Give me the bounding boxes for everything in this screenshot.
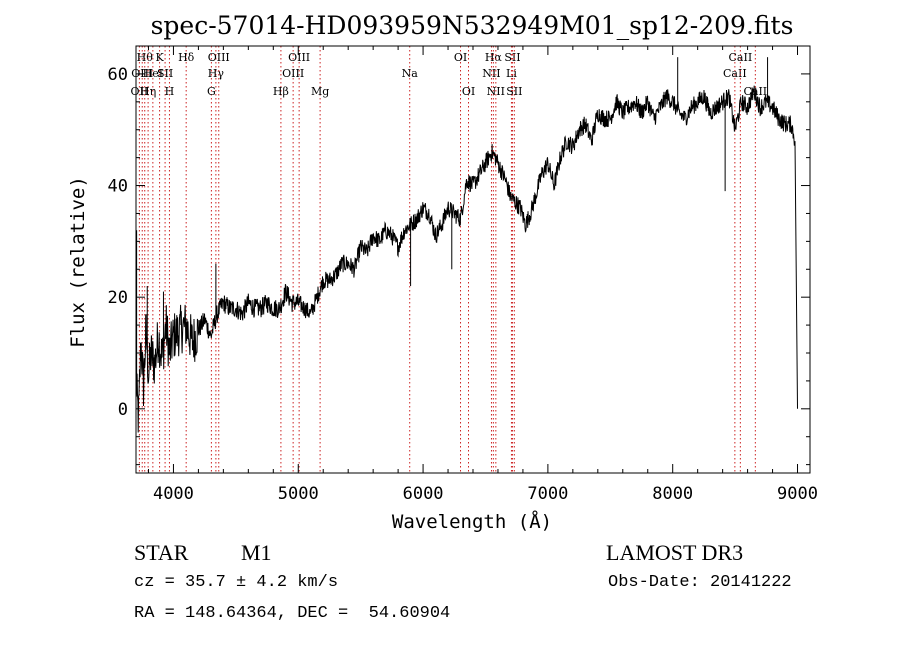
x-tick-label-4: 8000: [652, 484, 693, 504]
line-label-13: OIII: [282, 67, 304, 80]
x-axis-label: Wavelength (Å): [392, 510, 552, 533]
line-label-9: G: [207, 85, 216, 98]
y-axis-label: Flux (relative): [67, 176, 89, 348]
line-label-16: Na: [402, 67, 419, 80]
line-label-7: H: [165, 85, 175, 98]
object-subclass: M1: [241, 540, 272, 565]
chart-title: spec-57014-HD093959N532949M01_sp12-209.f…: [151, 11, 794, 40]
y-tick-label-0: 0: [118, 400, 128, 420]
line-label-2: Hθ: [137, 51, 154, 64]
x-tick-label-5: 9000: [777, 484, 818, 504]
line-label-8: Hδ: [178, 51, 195, 64]
line-label-17: OI: [454, 51, 467, 64]
spectrum-data: [135, 57, 798, 433]
y-tick-label-2: 40: [108, 177, 128, 197]
line-label-15: Mg: [311, 85, 329, 98]
line-label-23: SII: [504, 51, 520, 64]
line-label-24: SII: [506, 85, 522, 98]
x-tick-label-3: 7000: [527, 484, 568, 504]
x-tick-label-1: 5000: [278, 484, 319, 504]
line-label-21: NII: [487, 85, 505, 98]
line-label-6: SII: [157, 67, 173, 80]
line-label-25: CaII: [723, 67, 747, 80]
object-type: STAR: [134, 540, 189, 565]
coordinates: RA = 148.64364, DEC = 54.60904: [134, 604, 451, 623]
line-label-5: K: [155, 51, 164, 64]
line-label-0: OII: [131, 85, 149, 98]
line-label-14: OIII: [288, 51, 310, 64]
x-tick-label-0: 4000: [153, 484, 194, 504]
series-line-0: [135, 85, 798, 433]
y-tick-label-1: 20: [108, 288, 128, 308]
line-label-3: Hη: [140, 85, 156, 98]
line-label-20: Hα: [485, 51, 503, 64]
line-label-22: Li: [506, 67, 517, 80]
line-label-10: Hγ: [208, 67, 225, 80]
survey-name: LAMOST DR3: [606, 540, 744, 565]
axis-ticks: 4000 5000 6000 7000 8000 9000 0 20 40 60: [108, 46, 818, 504]
y-tick-label-3: 60: [108, 65, 128, 85]
redshift-cz: cz = 35.7 ± 4.2 km/s: [134, 573, 339, 592]
emission-line-markers: OIIOIIIHθHηHeIKSIIHHδGHγOIIIHβOIIIOIIIMg…: [131, 46, 767, 473]
line-label-11: OIII: [208, 51, 230, 64]
line-label-19: NII: [482, 67, 500, 80]
line-label-4: HeI: [143, 67, 163, 80]
observation-date: Obs-Date: 20141222: [608, 573, 792, 592]
x-tick-label-2: 6000: [403, 484, 444, 504]
line-label-18: OI: [462, 85, 475, 98]
line-label-26: CaII: [729, 51, 753, 64]
line-label-12: Hβ: [273, 85, 289, 98]
